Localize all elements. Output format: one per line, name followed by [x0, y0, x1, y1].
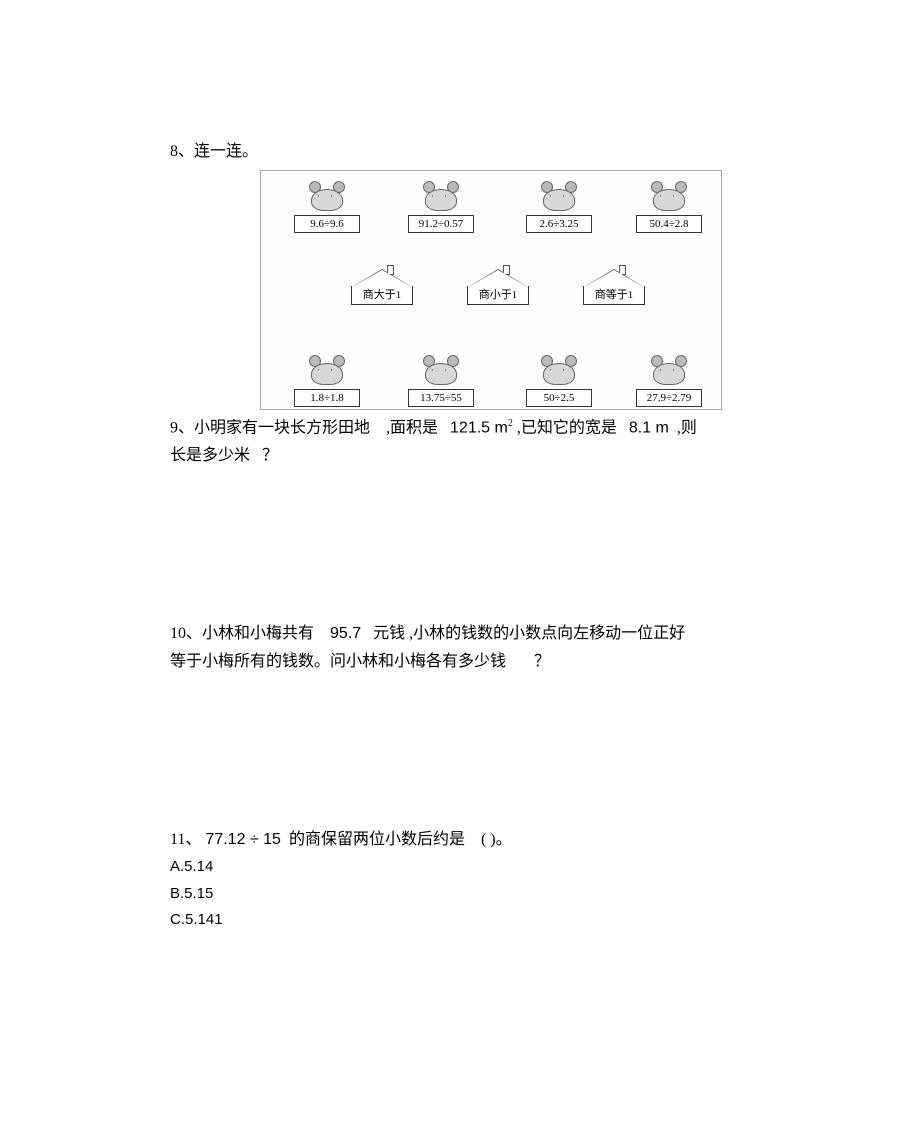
q11-optA: A.5.14 [170, 856, 750, 879]
q11-s1: 11、 [170, 831, 201, 848]
q11-s2: 的商保留两位小数后约是 [289, 831, 465, 848]
q9-l2t: 长是多少米 [170, 447, 250, 464]
matching-figure: 9.6÷9.6 91.2÷0.57 2.6÷3.25 50.4÷2.8 商大于1 商小于1… [260, 170, 722, 410]
q10-qm: ？ [534, 653, 550, 670]
q9-p1: 9、小明家有一块长方形田地 [170, 419, 370, 436]
house-label: 商等于1 [583, 286, 645, 305]
bear-tile: 2.6÷3.25 [519, 179, 599, 235]
bear-expr: 91.2÷0.57 [408, 215, 474, 233]
q10-line2: 等于小梅所有的钱数。问小林和小梅各有多少钱 ？ [170, 650, 750, 674]
q10-l2: 等于小梅所有的钱数。问小林和小梅各有多少钱 [170, 653, 506, 670]
q11-paren: ( )。 [481, 831, 512, 848]
q9-p4: ,则 [677, 419, 697, 436]
q8-label: 8、连一连。 [170, 140, 750, 164]
bear-tile: 27.9÷2.79 [629, 353, 709, 409]
house-tile: 商大于1 [345, 269, 419, 305]
q9-line1: 9、小明家有一块长方形田地 ,面积是 121.5 m2 ,已知它的宽是 8.1 … [170, 416, 750, 440]
spacer2 [170, 678, 750, 828]
bear-expr: 13.75÷55 [408, 389, 474, 407]
q11-stem: 11、 77.12 ÷ 15 的商保留两位小数后约是 ( )。 [170, 828, 750, 852]
house-tile: 商等于1 [577, 269, 651, 305]
bear-expr: 50÷2.5 [526, 389, 592, 407]
q9-area: 121.5 m [450, 419, 508, 436]
bear-tile: 13.75÷55 [401, 353, 481, 409]
q10-amt: 95.7 [330, 625, 361, 642]
q9-p2: ,面积是 [386, 419, 438, 436]
q9-sq: 2 [508, 418, 513, 429]
q9-p3: ,已知它的宽是 [517, 419, 617, 436]
bear-expr: 1.8÷1.8 [294, 389, 360, 407]
house-label: 商大于1 [351, 286, 413, 305]
bear-tile: 1.8÷1.8 [287, 353, 367, 409]
house-label: 商小于1 [467, 286, 529, 305]
q11-optB: B.5.15 [170, 883, 750, 906]
bear-tile: 91.2÷0.57 [401, 179, 481, 235]
bear-tile: 9.6÷9.6 [287, 179, 367, 235]
bear-expr: 27.9÷2.79 [636, 389, 702, 407]
q11-optC: C.5.141 [170, 909, 750, 932]
bear-expr: 50.4÷2.8 [636, 215, 702, 233]
q9-qm: ？ [262, 447, 278, 464]
q10-line1: 10、小林和小梅共有 95.7 元钱 ,小林的钱数的小数点向左移动一位正好 [170, 622, 750, 646]
q10-p1: 10、小林和小梅共有 [170, 625, 314, 642]
bear-expr: 9.6÷9.6 [294, 215, 360, 233]
bear-tile: 50.4÷2.8 [629, 179, 709, 235]
house-tile: 商小于1 [461, 269, 535, 305]
q11-expr: 77.12 ÷ 15 [205, 831, 281, 848]
bear-expr: 2.6÷3.25 [526, 215, 592, 233]
bear-tile: 50÷2.5 [519, 353, 599, 409]
spacer [170, 472, 750, 622]
q10-p2: 元钱 ,小林的钱数的小数点向左移动一位正好 [373, 625, 685, 642]
q9-line2: 长是多少米 ？ [170, 444, 750, 468]
q9-w: 8.1 m [629, 419, 669, 436]
